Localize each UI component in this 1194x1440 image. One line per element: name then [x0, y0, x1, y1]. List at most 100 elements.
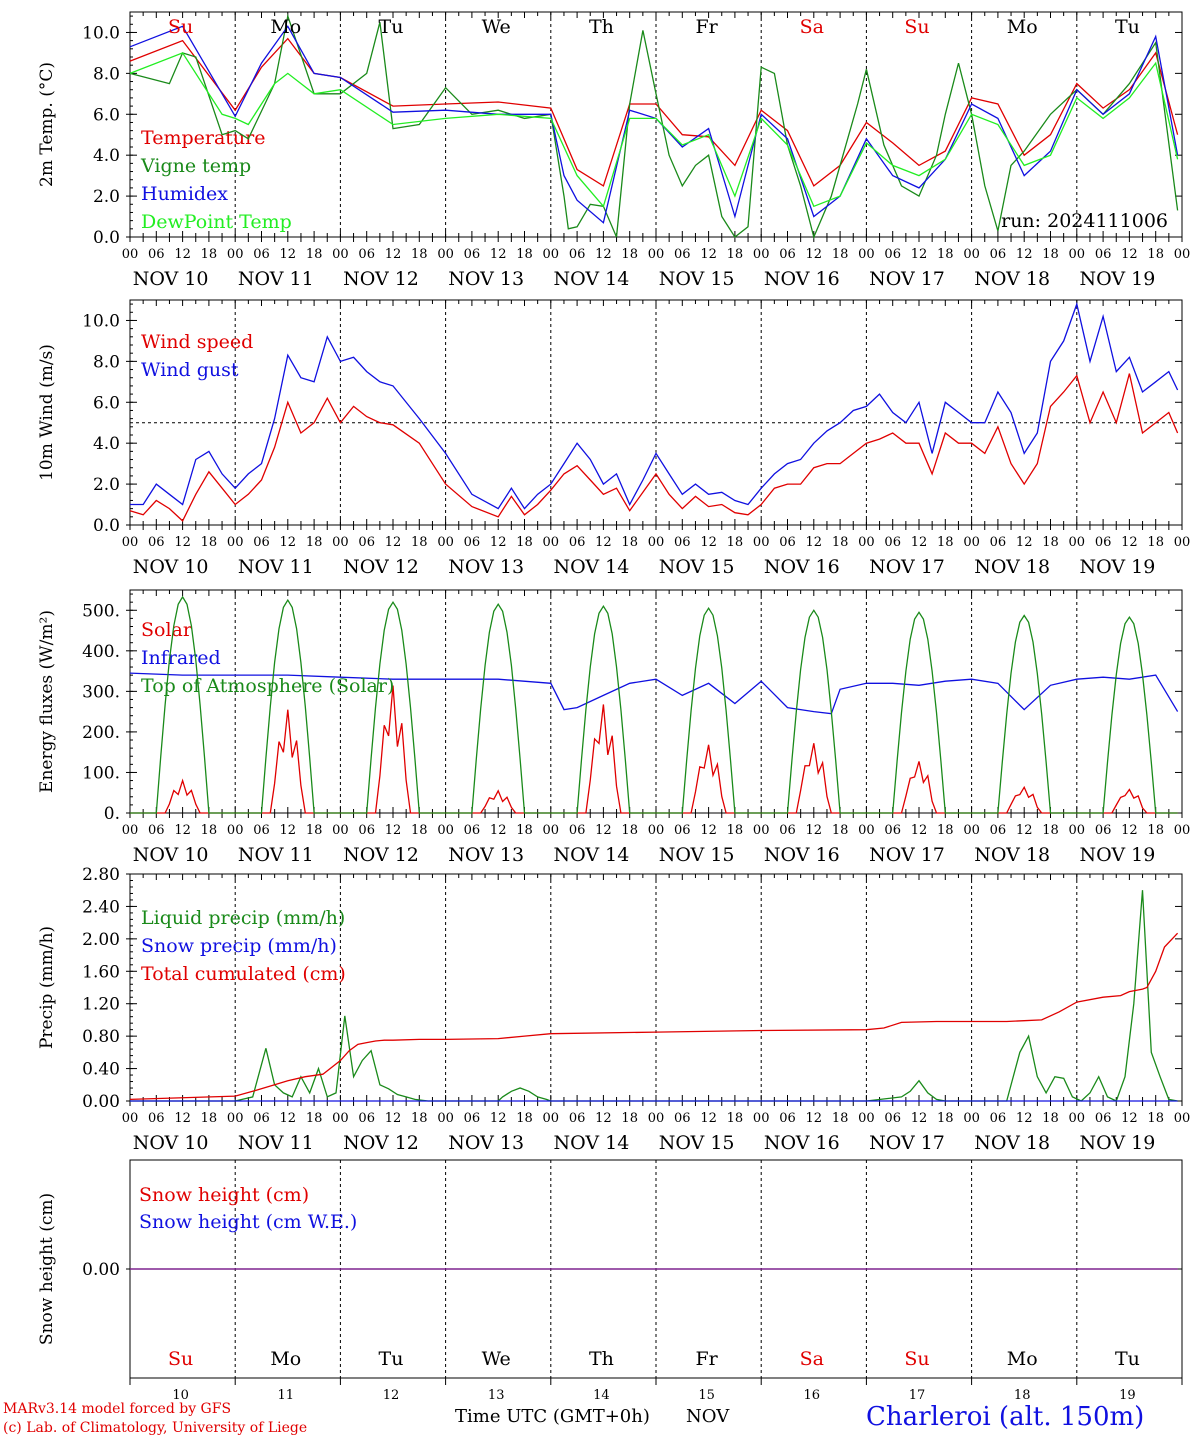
day-label: NOV 12	[343, 556, 419, 578]
hour-label: 12	[806, 823, 823, 838]
y-tick-label: 1.60	[82, 962, 120, 982]
legend-entry: Snow height (cm)	[139, 1184, 309, 1206]
day-label: NOV 18	[974, 1132, 1050, 1154]
y-tick-label: 4.0	[93, 434, 120, 454]
hour-label: 06	[358, 247, 375, 262]
day-number: 15	[698, 1388, 715, 1403]
hour-label: 00	[437, 247, 454, 262]
day-label: NOV 19	[1079, 844, 1155, 866]
series-line	[129, 932, 1179, 1101]
legend-entry: Snow precip (mm/h)	[141, 935, 337, 957]
panel-frame	[129, 11, 1183, 238]
hour-label: 18	[727, 535, 744, 550]
weekday-label: Fr	[695, 1348, 718, 1370]
hour-label: 18	[832, 823, 849, 838]
hour-label: 06	[148, 535, 165, 550]
hour-label: 18	[621, 823, 638, 838]
hour-label: 12	[1016, 535, 1033, 550]
legend-entry: DewPoint Temp	[141, 211, 292, 233]
hour-label: 18	[306, 1111, 323, 1126]
hour-label: 00	[543, 823, 560, 838]
day-label: NOV 19	[1079, 268, 1155, 290]
hour-label: 06	[464, 1111, 481, 1126]
hour-label: 18	[1042, 535, 1059, 550]
hour-label: 00	[858, 1111, 875, 1126]
day-label: NOV 14	[553, 844, 629, 866]
day-number: 18	[1014, 1388, 1031, 1403]
hour-label: 18	[1147, 1111, 1164, 1126]
hour-label: 12	[911, 823, 928, 838]
hour-label: 06	[253, 535, 270, 550]
y-axis-label: Snow height (cm)	[37, 1193, 57, 1345]
day-number: 11	[278, 1388, 295, 1403]
panel-frame	[129, 589, 1183, 814]
y-axis-label: 2m Temp. (°C)	[37, 62, 57, 187]
hour-label: 12	[911, 535, 928, 550]
panel-frame	[129, 299, 1183, 526]
hour-label: 12	[595, 823, 612, 838]
hour-label: 06	[358, 823, 375, 838]
day-label: NOV 10	[133, 556, 209, 578]
hour-label: 12	[1016, 1111, 1033, 1126]
legend-entry: Snow height (cm W.E.)	[139, 1211, 357, 1233]
hour-label: 12	[911, 247, 928, 262]
y-tick-label: 4.0	[93, 146, 120, 166]
hour-label: 06	[779, 1111, 796, 1126]
day-label: NOV 11	[238, 556, 314, 578]
y-tick-label: 300.	[82, 682, 120, 702]
y-tick-label: 0.0	[93, 228, 120, 248]
station-label: Charleroi (alt. 150m)	[866, 1402, 1144, 1432]
y-tick-label: 8.0	[93, 352, 120, 372]
x-axis-title-text: Time UTC (GMT+0h)	[455, 1406, 650, 1427]
day-label: NOV 17	[869, 556, 945, 578]
day-label: NOV 15	[659, 556, 735, 578]
hour-label: 12	[806, 535, 823, 550]
hour-label: 18	[1147, 247, 1164, 262]
hour-label: 00	[1174, 1111, 1191, 1126]
legend-entry: Wind gust	[141, 359, 239, 381]
panels-layer: 0.0 2.0 4.0 6.0 8.0 10.0 2m Temp. (°C) Temperat…	[37, 11, 1190, 1403]
hour-label: 18	[832, 535, 849, 550]
hour-label: 06	[1095, 535, 1112, 550]
day-label: NOV 10	[133, 268, 209, 290]
hour-label: 18	[201, 247, 218, 262]
day-label: NOV 16	[764, 556, 840, 578]
hour-label: 06	[148, 823, 165, 838]
hour-label: 06	[884, 247, 901, 262]
hour-label: 00	[332, 535, 349, 550]
series-line	[130, 301, 1179, 510]
weekday-label: Su	[904, 16, 929, 38]
hour-label: 06	[148, 1111, 165, 1126]
hour-label: 12	[280, 247, 297, 262]
hour-label: 06	[779, 823, 796, 838]
y-tick-label: 500.	[82, 601, 120, 621]
hour-label: 12	[1121, 1111, 1138, 1126]
hour-label: 00	[1069, 1111, 1086, 1126]
y-tick-label: 0.0	[93, 516, 120, 536]
hour-label: 12	[700, 535, 717, 550]
day-label: NOV 16	[764, 844, 840, 866]
y-tick-label: 2.0	[93, 475, 120, 495]
day-number: 16	[804, 1388, 821, 1403]
x-axis-month-text: NOV	[686, 1406, 730, 1427]
series-line	[130, 685, 1178, 814]
weekday-label: Su	[168, 16, 193, 38]
y-axis-label: Precip (mm/h)	[37, 926, 57, 1049]
weekday-label: We	[482, 1348, 511, 1370]
hour-label: 06	[779, 247, 796, 262]
panel-4: 0.00 0.40 0.80 1.20 1.60 2.00 2.40 2.80 Precip (…	[37, 865, 1190, 1154]
y-tick-label: 2.80	[82, 865, 120, 885]
hour-label: 00	[122, 1111, 139, 1126]
hour-label: 12	[385, 823, 402, 838]
hour-label: 12	[911, 1111, 928, 1126]
panel-2: 0.0 2.0 4.0 6.0 8.0 10.0 10m Wind (m/s) Wind sp…	[37, 299, 1190, 578]
hour-label: 06	[464, 247, 481, 262]
hour-label: 12	[700, 1111, 717, 1126]
hour-label: 18	[727, 247, 744, 262]
hour-label: 18	[411, 1111, 428, 1126]
hour-label: 18	[516, 535, 533, 550]
y-tick-label: 0.00	[82, 1092, 120, 1112]
hour-label: 00	[1069, 823, 1086, 838]
weekday-label: Mo	[270, 1348, 301, 1370]
day-label: NOV 11	[238, 268, 314, 290]
